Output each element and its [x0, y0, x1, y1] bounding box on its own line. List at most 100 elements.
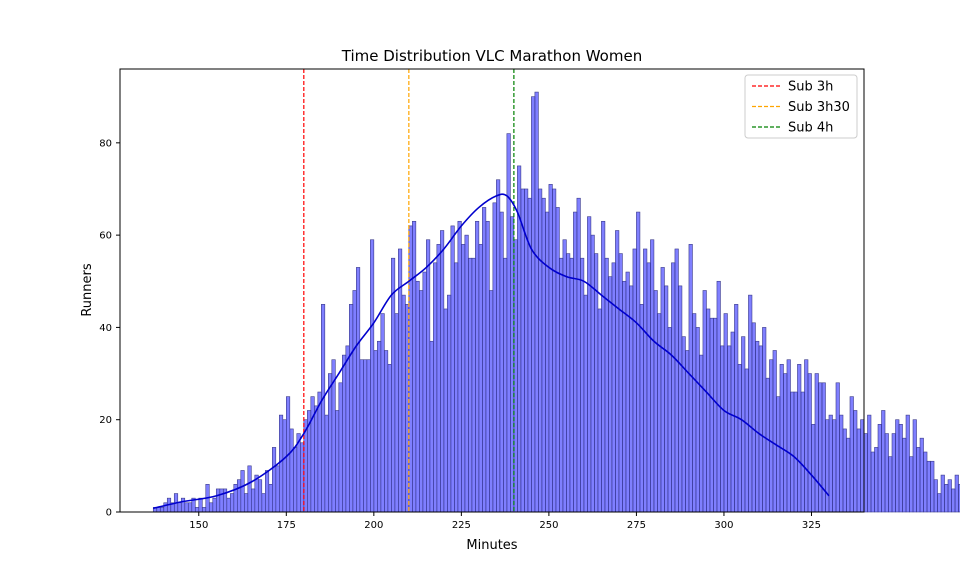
- histogram-bar: [741, 336, 746, 513]
- histogram-bar: [905, 414, 910, 513]
- histogram-bar: [846, 437, 851, 513]
- histogram-bar: [832, 419, 837, 513]
- histogram-bar: [842, 428, 847, 513]
- histogram-bar: [919, 437, 924, 513]
- histogram-bar: [930, 460, 935, 513]
- histogram-bar: [212, 497, 217, 513]
- histogram-bar: [877, 424, 882, 513]
- histogram-bar: [264, 470, 270, 513]
- y-tick-label: 60: [99, 231, 112, 242]
- histogram-bar: [391, 257, 396, 513]
- histogram-bar: [321, 304, 326, 513]
- histogram-bar: [177, 502, 182, 513]
- histogram-bar: [762, 327, 767, 513]
- histogram-bar: [454, 262, 459, 513]
- histogram-bar: [180, 497, 186, 513]
- histogram-bar: [370, 239, 375, 513]
- histogram-bar: [937, 493, 942, 513]
- histogram-bar: [856, 428, 861, 513]
- kde-curve: [153, 193, 830, 510]
- histogram-bar: [261, 493, 266, 513]
- histogram-bar: [807, 373, 812, 513]
- histogram-bar: [254, 474, 259, 513]
- histogram-bar: [888, 456, 893, 513]
- histogram-bar: [608, 276, 613, 513]
- histogram-bar: [727, 345, 732, 513]
- histogram-bar: [342, 354, 347, 513]
- histogram-bar: [293, 447, 298, 513]
- histogram-bar: [289, 428, 294, 513]
- x-axis-ticks: 150 175 200 225 250 275 300 325: [189, 512, 821, 531]
- histogram-bar: [429, 340, 434, 513]
- histogram-bar: [194, 507, 200, 513]
- histogram-bar: [478, 244, 483, 513]
- y-axis-ticks: 0 20 40 60 80: [99, 138, 120, 519]
- histogram-bar: [440, 230, 445, 513]
- histogram-bar: [272, 447, 277, 513]
- histogram-bar: [443, 308, 448, 513]
- histogram-bar: [240, 470, 245, 513]
- histogram-bar: [874, 447, 879, 513]
- histogram-bar: [898, 424, 903, 513]
- legend-label: Sub 3h: [788, 80, 833, 95]
- histogram-bar: [828, 414, 833, 513]
- histogram-bar: [797, 364, 802, 513]
- histogram-bar: [541, 197, 546, 513]
- histogram-bar: [611, 262, 616, 513]
- histogram-bar: [538, 188, 543, 513]
- histogram-bar: [415, 280, 420, 513]
- histogram-bar: [345, 345, 350, 513]
- histogram-bar: [601, 220, 606, 513]
- histogram-bar: [268, 484, 273, 513]
- histogram-bar: [737, 364, 742, 513]
- histogram-bar: [646, 262, 651, 513]
- histogram-bar: [229, 493, 235, 513]
- histogram-bar: [198, 497, 203, 513]
- histogram-bar: [657, 313, 662, 513]
- histogram-bar: [800, 391, 805, 513]
- bars-group: [152, 91, 960, 513]
- legend-box: [744, 74, 858, 139]
- histogram-bar: [825, 419, 830, 513]
- histogram-bar: [468, 257, 473, 513]
- histogram-bar: [534, 91, 539, 513]
- histogram-bar: [713, 317, 718, 513]
- histogram-bar: [793, 391, 798, 513]
- histogram-bar: [569, 257, 574, 513]
- histogram-bar: [373, 350, 378, 513]
- histogram-bar: [587, 216, 592, 513]
- plot-frame: [119, 68, 865, 513]
- histogram-bar: [632, 248, 637, 513]
- histogram-bar: [951, 488, 956, 513]
- histogram-bar: [317, 391, 322, 513]
- histogram-bar: [653, 290, 658, 513]
- histogram-bar: [548, 184, 553, 513]
- histogram-bar: [867, 414, 872, 513]
- x-tick-label: 250: [539, 520, 558, 531]
- histogram-bar: [933, 479, 938, 513]
- x-tick-label: 300: [714, 520, 733, 531]
- x-axis-label: Minutes: [466, 538, 517, 553]
- histogram-bar: [384, 350, 389, 513]
- histogram-bar: [615, 230, 620, 513]
- histogram-bar: [926, 460, 931, 513]
- histogram-bar: [702, 290, 707, 513]
- histogram-bar: [944, 484, 949, 513]
- histogram-bar: [520, 188, 525, 513]
- histogram-bar: [622, 280, 627, 513]
- histogram-bar: [338, 382, 343, 513]
- histogram-bar: [482, 207, 487, 513]
- histogram-bar: [426, 239, 431, 513]
- histogram-bar: [282, 419, 287, 513]
- histogram-bar: [643, 248, 648, 513]
- x-tick-label: 200: [364, 520, 383, 531]
- histogram-bar: [184, 502, 189, 513]
- histogram-bar: [650, 239, 655, 513]
- legend-label: Sub 3h30: [788, 100, 850, 115]
- histogram-bar: [636, 211, 641, 513]
- histogram-bar: [215, 488, 221, 513]
- histogram-bar: [814, 373, 819, 513]
- x-tick-label: 150: [189, 520, 208, 531]
